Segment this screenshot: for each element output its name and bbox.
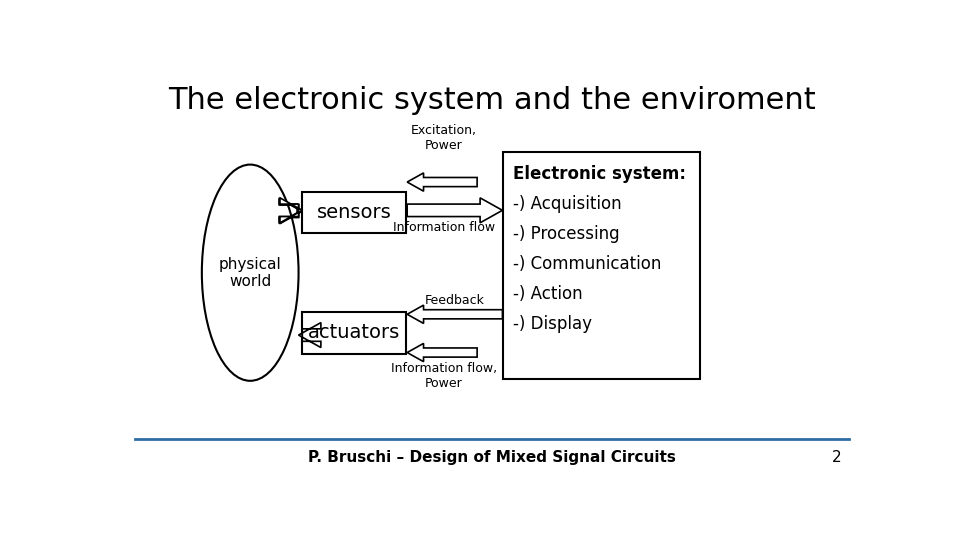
Text: Information flow,
Power: Information flow, Power bbox=[391, 362, 496, 390]
Bar bbox=[302, 192, 406, 233]
FancyArrow shape bbox=[280, 199, 302, 224]
FancyArrow shape bbox=[279, 199, 301, 224]
Text: -) Processing: -) Processing bbox=[513, 225, 619, 244]
Text: Electronic system:: Electronic system: bbox=[513, 165, 685, 184]
Text: physical
world: physical world bbox=[219, 256, 281, 289]
FancyArrow shape bbox=[407, 198, 502, 223]
Text: actuators: actuators bbox=[308, 323, 400, 342]
Text: -) Acquisition: -) Acquisition bbox=[513, 195, 621, 213]
FancyArrow shape bbox=[407, 305, 502, 323]
FancyArrow shape bbox=[279, 198, 301, 223]
Text: The electronic system and the enviroment: The electronic system and the enviroment bbox=[168, 85, 816, 114]
FancyArrow shape bbox=[280, 198, 302, 223]
FancyArrow shape bbox=[299, 322, 321, 348]
Bar bbox=[503, 152, 701, 379]
FancyArrow shape bbox=[407, 173, 477, 191]
Text: Feedback: Feedback bbox=[424, 294, 485, 307]
Text: -) Display: -) Display bbox=[513, 315, 591, 333]
Text: -) Action: -) Action bbox=[513, 285, 583, 303]
Text: -) Communication: -) Communication bbox=[513, 255, 661, 273]
Bar bbox=[302, 312, 406, 354]
Text: 2: 2 bbox=[832, 450, 842, 465]
Text: Information flow: Information flow bbox=[393, 221, 494, 234]
Text: sensors: sensors bbox=[317, 203, 392, 222]
FancyArrow shape bbox=[407, 343, 477, 362]
Text: P. Bruschi – Design of Mixed Signal Circuits: P. Bruschi – Design of Mixed Signal Circ… bbox=[308, 450, 676, 465]
Text: Excitation,
Power: Excitation, Power bbox=[411, 124, 476, 152]
